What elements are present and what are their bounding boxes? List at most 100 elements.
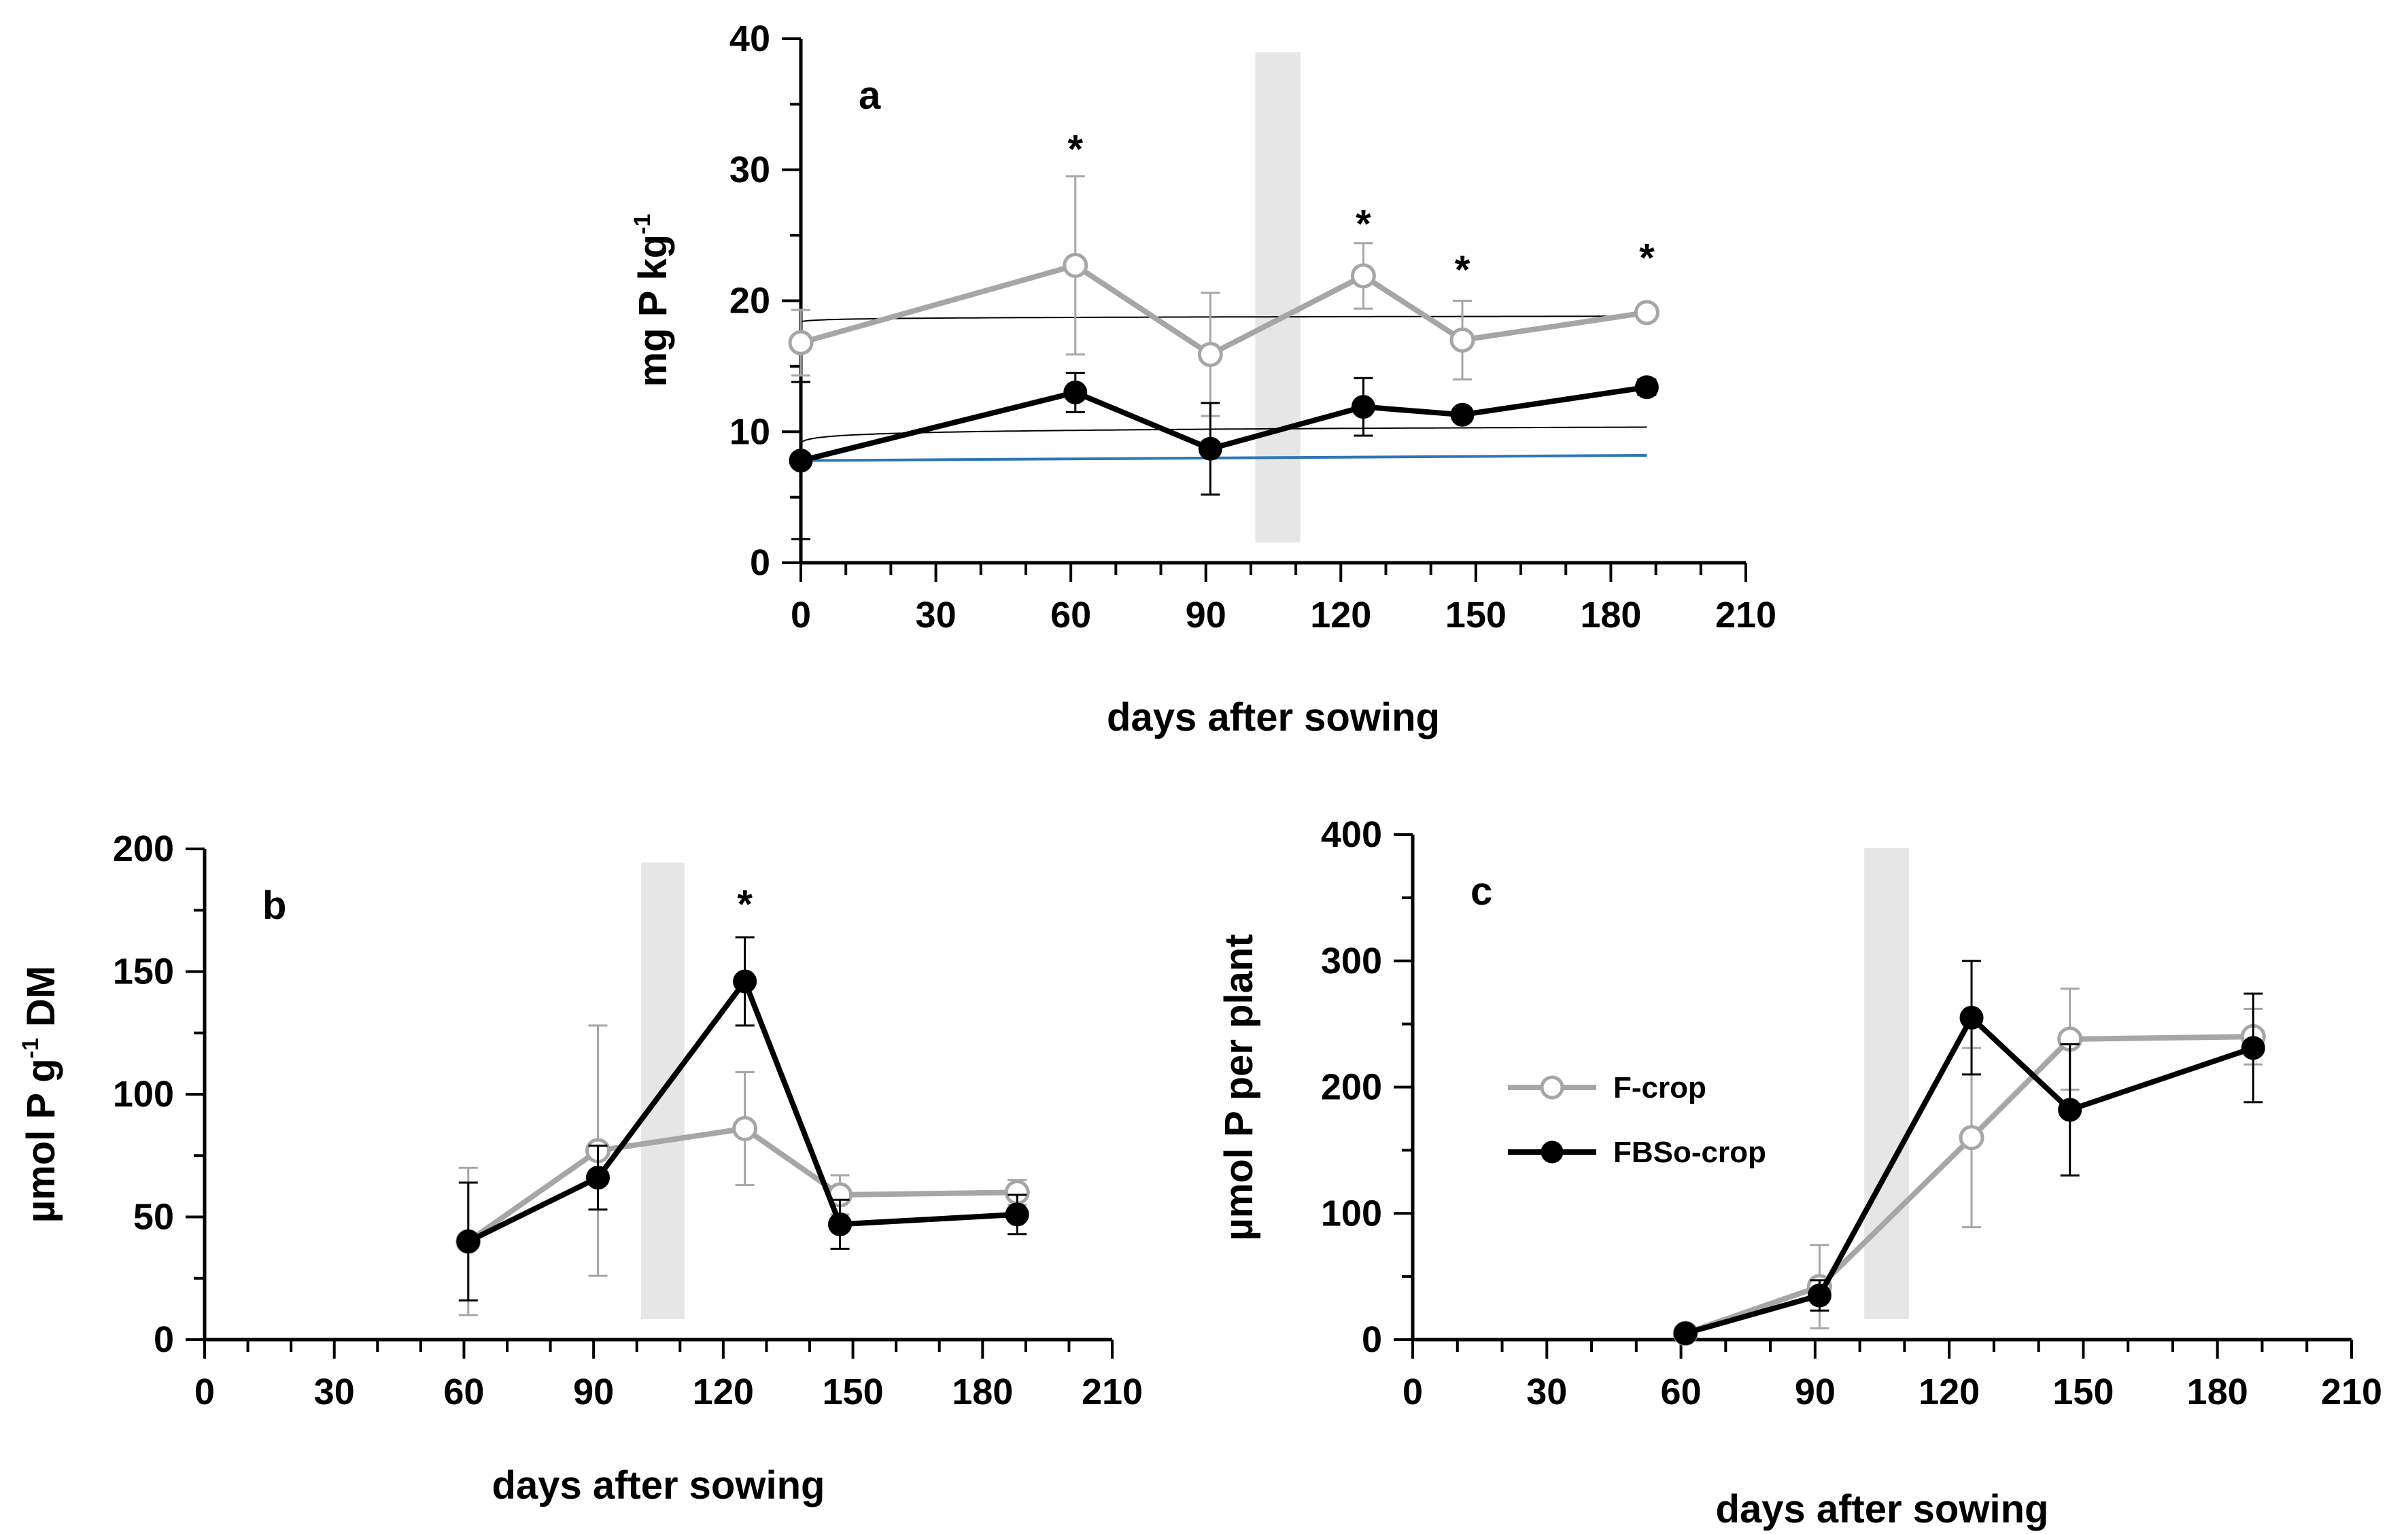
y-axis-title: µmol P g-1 DM: [18, 966, 63, 1223]
x-tick-label: 120: [693, 1372, 754, 1412]
significance-marker: *: [1067, 128, 1083, 172]
y-axis-title-main: mg P kg: [631, 234, 675, 387]
y-tick-label: 0: [1362, 1319, 1382, 1360]
x-tick-label: 180: [1580, 595, 1641, 635]
data-point: [788, 330, 814, 355]
significance-marker: *: [1639, 237, 1655, 281]
data-point: [732, 1116, 758, 1142]
series-line: [1685, 1015, 2254, 1336]
x-tick-label: 0: [791, 595, 811, 635]
data-point: [733, 969, 757, 994]
y-axis-title-main: µmol P g: [19, 1058, 63, 1223]
data-point: [1350, 263, 1376, 289]
legend-marker-fbso_crop: [1541, 1140, 1564, 1164]
y-tick-label: 40: [729, 18, 770, 59]
data-point: [1450, 402, 1475, 427]
legend: F-crop FBSo-crop: [1508, 1071, 1766, 1169]
data-point: [586, 1166, 610, 1190]
data-point: [2058, 1098, 2082, 1122]
data-point: [1063, 380, 1088, 404]
data-point: [1807, 1283, 1831, 1308]
data-point: [1673, 1321, 1698, 1346]
panel-c: 0 30 60 90 120 150 180 210 0 100 200 300 400 days aft…: [1217, 814, 2382, 1531]
series-f_crop: [788, 175, 1659, 417]
reference-line: [800, 453, 1647, 462]
x-axis-title: days after sowing: [492, 1463, 825, 1507]
y-tick-label: 30: [729, 150, 770, 190]
series-line: [799, 262, 1647, 358]
x-tick-label: 30: [1526, 1372, 1567, 1412]
y-axis-title-main: µmol P per plant: [1217, 934, 1261, 1240]
x-tick-label: 210: [1715, 595, 1776, 635]
series-fbso_crop: [456, 936, 1029, 1302]
y-tick-label: 200: [1321, 1067, 1382, 1108]
x-tick-label: 150: [1445, 595, 1507, 635]
series-fbso_crop: [789, 372, 1659, 540]
series-line: [1684, 1034, 2254, 1336]
legend-label-fbso_crop: FBSo-crop: [1613, 1136, 1766, 1169]
x-tick-label: 90: [573, 1372, 614, 1412]
data-point: [1449, 327, 1475, 353]
panel-label: c: [1470, 869, 1492, 913]
data-point: [456, 1230, 481, 1254]
x-tick-label: 180: [952, 1372, 1013, 1412]
y-axis-title-superscript: -1: [630, 214, 655, 234]
x-tick-label: 60: [443, 1372, 484, 1412]
data-point: [1634, 300, 1659, 326]
y-tick-label: 400: [1321, 814, 1382, 855]
panel-a: 0 30 60 90 120 150 180 210 0 10 20 30 40 days after s…: [630, 18, 1776, 739]
y-tick-label: 20: [729, 281, 770, 321]
y-tick-label: 10: [729, 411, 770, 452]
shaded-band: [1255, 52, 1301, 542]
x-tick-label: 60: [1050, 595, 1091, 635]
data-point: [789, 449, 813, 473]
y-tick-label: 150: [113, 952, 174, 992]
shaded-band: [1864, 848, 1909, 1319]
x-tick-label: 0: [1403, 1372, 1423, 1412]
series-line: [800, 384, 1647, 464]
x-tick-label: 60: [1661, 1372, 1702, 1412]
legend-label-f_crop: F-crop: [1613, 1071, 1706, 1104]
series-line: [467, 978, 1018, 1244]
panel-label: b: [262, 884, 286, 928]
panel-label: a: [859, 73, 881, 118]
y-axis-title-suffix: DM: [19, 966, 63, 1038]
trend-line: [800, 315, 1647, 323]
y-tick-label: 300: [1321, 941, 1382, 981]
x-tick-label: 90: [1795, 1372, 1836, 1412]
panel-b: 0 30 60 90 120 150 180 210 0 50 100 150 200 days afte…: [18, 829, 1143, 1507]
x-tick-label: 30: [314, 1372, 355, 1412]
x-tick-label: 180: [2187, 1372, 2248, 1412]
x-tick-label: 90: [1186, 595, 1226, 635]
x-tick-label: 30: [916, 595, 957, 635]
data-point: [1005, 1202, 1029, 1227]
x-tick-label: 150: [2052, 1372, 2114, 1412]
data-point: [1634, 375, 1659, 400]
significance-marker: *: [1455, 248, 1470, 292]
y-axis-title-superscript: -1: [18, 1038, 44, 1058]
x-tick-label: 210: [2321, 1372, 2382, 1412]
y-tick-label: 0: [154, 1319, 174, 1360]
significance-marker: *: [737, 882, 753, 926]
data-point: [1063, 252, 1088, 278]
series-fbso_crop: [1673, 960, 2265, 1346]
y-tick-label: 0: [750, 542, 770, 583]
x-tick-label: 210: [1082, 1372, 1143, 1412]
y-axis-title: mg P kg-1: [630, 214, 675, 387]
x-tick-label: 120: [1310, 595, 1371, 635]
data-point: [2241, 1036, 2265, 1060]
data-point: [1351, 395, 1375, 419]
y-tick-label: 100: [113, 1074, 174, 1115]
trend-line: [800, 426, 1647, 443]
y-tick-label: 100: [1321, 1193, 1382, 1234]
data-point: [1198, 436, 1222, 461]
x-axis-title: days after sowing: [1716, 1487, 2049, 1531]
series-f_crop: [455, 1024, 1030, 1317]
legend-marker-f_crop: [1540, 1075, 1564, 1100]
x-tick-label: 150: [823, 1372, 884, 1412]
data-point: [1959, 1125, 1984, 1151]
y-tick-label: 50: [133, 1197, 174, 1238]
y-tick-label: 200: [113, 829, 174, 869]
data-point: [828, 1212, 852, 1236]
